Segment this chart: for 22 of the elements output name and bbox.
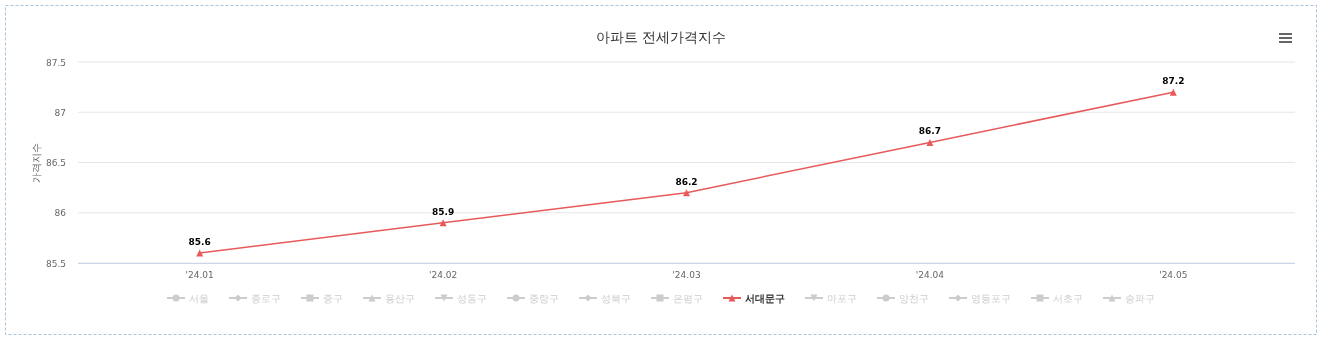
x-tick-label: '24.03 (672, 270, 701, 280)
data-label: 86.7 (918, 126, 942, 137)
y-tick-label: 86.5 (45, 158, 66, 168)
y-tick-label: 87.5 (45, 57, 66, 68)
point (926, 138, 934, 146)
y-axis-title: 가격지수 (31, 142, 42, 183)
x-tick-label: '24.02 (428, 270, 458, 280)
data-label: 87.2 (1162, 76, 1185, 87)
y-tick-label: 86 (54, 208, 67, 219)
data-label: 85.6 (188, 236, 211, 247)
legend-label: 서대문구 (745, 292, 785, 304)
point (439, 219, 447, 227)
y-tick-label: 87 (54, 107, 66, 118)
data-label: 86.2 (675, 176, 698, 187)
chart-title: 아파트 전세가격지수 (595, 29, 727, 45)
x-tick-label: '24.01 (185, 270, 214, 280)
data-label: 85.9 (431, 206, 455, 217)
x-tick-label: '24.05 (1159, 270, 1188, 280)
x-tick-label: '24.04 (915, 270, 945, 280)
y-tick-label: 85.5 (45, 258, 66, 269)
point (1169, 88, 1177, 96)
point (683, 189, 690, 197)
